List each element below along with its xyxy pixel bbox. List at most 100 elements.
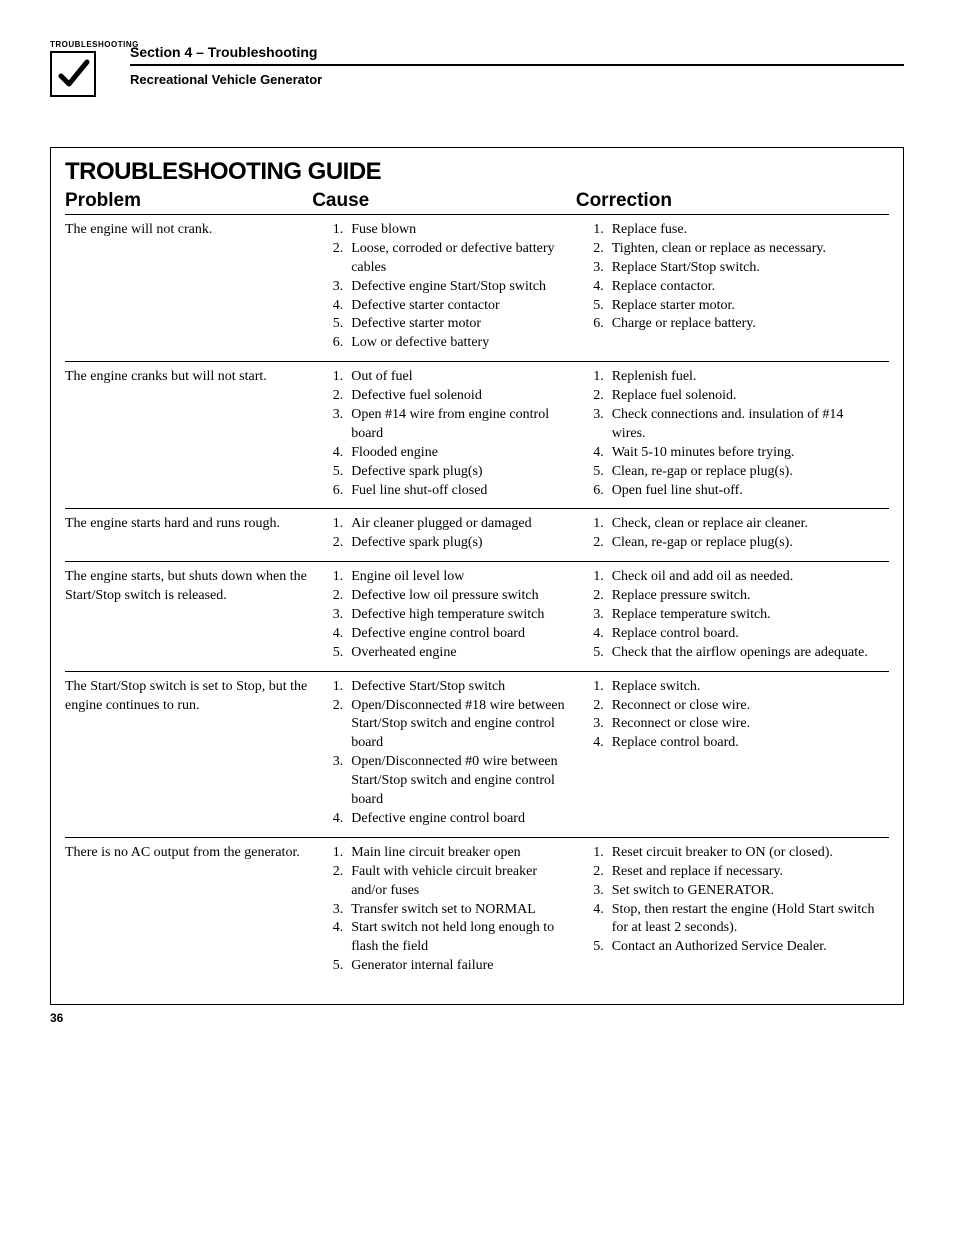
item-text: Start switch not held long enough to fla… <box>351 919 579 957</box>
col-header-cause: Cause <box>312 190 576 214</box>
correction-list: 1.Replace fuse.2.Tighten, clean or repla… <box>580 221 889 353</box>
item-number: 4. <box>580 625 612 644</box>
item-text: Replace switch. <box>612 678 889 697</box>
list-item: 3.Open #14 wire from engine control boar… <box>319 406 579 444</box>
cause-list: 1.Engine oil level low2.Defective low oi… <box>319 568 579 662</box>
item-number: 1. <box>319 678 351 697</box>
item-number: 2. <box>319 534 351 553</box>
checkmark-icon <box>50 51 96 97</box>
item-text: Defective engine control board <box>351 810 579 829</box>
item-text: Replace starter motor. <box>612 297 889 316</box>
item-number: 3. <box>319 753 351 810</box>
list-item: 6.Open fuel line shut-off. <box>580 482 889 501</box>
list-item: 3.Check connections and. insulation of #… <box>580 406 889 444</box>
item-text: Stop, then restart the engine (Hold Star… <box>612 901 889 939</box>
correction-list: 1.Check, clean or replace air cleaner.2.… <box>580 515 889 553</box>
item-text: Open/Disconnected #0 wire between Start/… <box>351 753 579 810</box>
list-item: 4.Replace contactor. <box>580 278 889 297</box>
item-text: Clean, re-gap or replace plug(s). <box>612 463 889 482</box>
item-number: 3. <box>580 606 612 625</box>
list-item: 1.Out of fuel <box>319 368 579 387</box>
list-item: 1.Defective Start/Stop switch <box>319 678 579 697</box>
list-item: 5.Generator internal failure <box>319 957 579 976</box>
troubleshooting-guide: TROUBLESHOOTING GUIDE Problem Cause Corr… <box>50 147 904 1005</box>
table-row: The engine cranks but will not start.1.O… <box>65 362 889 509</box>
item-number: 5. <box>580 938 612 957</box>
item-text: Transfer switch set to NORMAL <box>351 901 579 920</box>
table-row: The engine will not crank.1.Fuse blown2.… <box>65 215 889 362</box>
section-title: Section 4 – Troubleshooting <box>130 44 904 66</box>
item-number: 1. <box>319 844 351 863</box>
page-header: TROUBLESHOOTING Section 4 – Troubleshoot… <box>50 40 904 97</box>
item-number: 2. <box>319 587 351 606</box>
item-text: Flooded engine <box>351 444 579 463</box>
item-number: 1. <box>319 221 351 240</box>
item-text: Check, clean or replace air cleaner. <box>612 515 889 534</box>
item-number: 3. <box>319 901 351 920</box>
problem-text: The engine will not crank. <box>65 221 319 353</box>
item-text: Loose, corroded or defective battery cab… <box>351 240 579 278</box>
item-text: Replace fuel solenoid. <box>612 387 889 406</box>
item-number: 5. <box>319 644 351 663</box>
col-header-correction: Correction <box>576 190 889 214</box>
item-text: Charge or replace battery. <box>612 315 889 334</box>
item-text: Fuel line shut-off closed <box>351 482 579 501</box>
item-text: Check connections and. insulation of #14… <box>612 406 889 444</box>
item-number: 1. <box>580 568 612 587</box>
item-text: Check that the airflow openings are adeq… <box>612 644 889 663</box>
problem-text: The engine starts hard and runs rough. <box>65 515 319 553</box>
list-item: 5.Overheated engine <box>319 644 579 663</box>
list-item: 2.Clean, re-gap or replace plug(s). <box>580 534 889 553</box>
item-text: Main line circuit breaker open <box>351 844 579 863</box>
item-number: 5. <box>319 957 351 976</box>
item-text: Engine oil level low <box>351 568 579 587</box>
correction-list: 1.Reset circuit breaker to ON (or closed… <box>580 844 889 976</box>
list-item: 2.Defective fuel solenoid <box>319 387 579 406</box>
list-item: 2.Reconnect or close wire. <box>580 697 889 716</box>
item-number: 2. <box>319 697 351 754</box>
item-number: 1. <box>319 368 351 387</box>
item-text: Defective spark plug(s) <box>351 463 579 482</box>
item-number: 3. <box>580 882 612 901</box>
table-header: Problem Cause Correction <box>65 190 889 215</box>
item-text: Replace contactor. <box>612 278 889 297</box>
cause-list: 1.Defective Start/Stop switch2.Open/Disc… <box>319 678 579 829</box>
list-item: 5.Replace starter motor. <box>580 297 889 316</box>
table-row: The Start/Stop switch is set to Stop, bu… <box>65 672 889 838</box>
list-item: 1.Replace fuse. <box>580 221 889 240</box>
list-item: 5.Contact an Authorized Service Dealer. <box>580 938 889 957</box>
item-number: 3. <box>319 606 351 625</box>
item-text: Defective engine control board <box>351 625 579 644</box>
item-text: Defective spark plug(s) <box>351 534 579 553</box>
item-number: 1. <box>580 844 612 863</box>
list-item: 4.Replace control board. <box>580 625 889 644</box>
list-item: 3.Replace temperature switch. <box>580 606 889 625</box>
item-number: 1. <box>319 515 351 534</box>
item-text: Reset circuit breaker to ON (or closed). <box>612 844 889 863</box>
list-item: 3.Defective high temperature switch <box>319 606 579 625</box>
item-number: 3. <box>580 715 612 734</box>
item-text: Open fuel line shut-off. <box>612 482 889 501</box>
list-item: 2.Reset and replace if necessary. <box>580 863 889 882</box>
item-number: 6. <box>319 482 351 501</box>
list-item: 1.Reset circuit breaker to ON (or closed… <box>580 844 889 863</box>
item-number: 2. <box>580 863 612 882</box>
item-number: 3. <box>319 406 351 444</box>
subtitle: Recreational Vehicle Generator <box>130 72 904 87</box>
list-item: 3.Open/Disconnected #0 wire between Star… <box>319 753 579 810</box>
item-number: 4. <box>580 444 612 463</box>
list-item: 1.Replenish fuel. <box>580 368 889 387</box>
item-text: Reset and replace if necessary. <box>612 863 889 882</box>
table-row: The engine starts, but shuts down when t… <box>65 562 889 671</box>
list-item: 1.Replace switch. <box>580 678 889 697</box>
list-item: 4.Flooded engine <box>319 444 579 463</box>
item-text: Replace pressure switch. <box>612 587 889 606</box>
item-number: 5. <box>319 315 351 334</box>
item-number: 1. <box>580 221 612 240</box>
item-number: 4. <box>580 278 612 297</box>
item-number: 1. <box>580 678 612 697</box>
table-row: The engine starts hard and runs rough.1.… <box>65 509 889 562</box>
item-number: 5. <box>580 644 612 663</box>
list-item: 5.Check that the airflow openings are ad… <box>580 644 889 663</box>
item-number: 5. <box>580 297 612 316</box>
